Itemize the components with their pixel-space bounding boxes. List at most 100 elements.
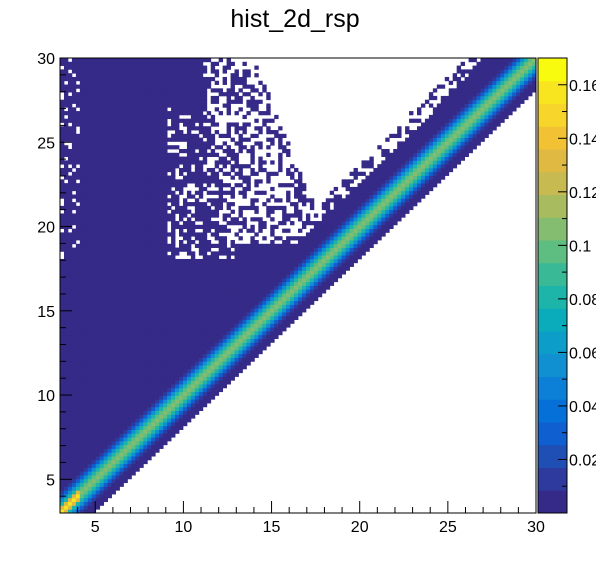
heatmap-cell [250,266,255,271]
heatmap-cell [226,312,231,317]
heatmap-cell [123,425,128,430]
heatmap-cell [111,274,116,279]
heatmap-cell [182,342,188,347]
heatmap-cell [123,228,128,233]
heatmap-cell [91,149,97,154]
heatmap-cell [127,255,132,260]
heatmap-cell [234,308,239,313]
heatmap-cell [175,61,180,66]
heatmap-cell [119,164,124,169]
heatmap-cell [167,58,172,63]
heatmap-cell [91,296,97,302]
heatmap-cell [107,240,112,245]
heatmap-cell [147,209,152,214]
heatmap-cell [63,126,69,131]
heatmap-cell [266,270,271,275]
heatmap-cell [238,236,243,241]
heatmap-cell [127,452,132,457]
heatmap-cell [186,334,192,339]
heatmap-cell [234,130,239,135]
heatmap-cell [79,456,85,461]
heatmap-cell [242,266,247,271]
heatmap-cell [238,338,243,343]
heatmap-cell [258,315,263,321]
heatmap-cell [123,463,128,468]
heatmap-cell [131,425,136,430]
heatmap-cell [107,224,112,230]
heatmap-cell [159,183,164,188]
heatmap-cell [119,274,124,279]
heatmap-cell [242,270,247,275]
heatmap-cell [99,414,105,419]
heatmap-cell [63,349,69,355]
heatmap-cell [171,171,176,176]
heatmap-cell [226,99,231,104]
heatmap-cell [270,270,275,275]
heatmap-cell [266,342,271,347]
heatmap-cell [107,471,112,476]
heatmap-cell [127,88,132,93]
heatmap-cell [246,331,251,336]
heatmap-cell [103,293,108,298]
heatmap-cell [75,65,81,70]
heatmap-cell [91,73,97,78]
heatmap-cell [71,240,77,245]
heatmap-cell [186,243,192,248]
heatmap-cell [234,312,239,317]
heatmap-cell [147,69,152,74]
heatmap-cell [75,372,81,377]
heatmap-cell [286,270,291,275]
heatmap-cell [115,88,120,93]
heatmap-cell [258,342,263,347]
heatmap-cell [139,251,144,256]
heatmap-cell [63,236,69,241]
heatmap-cell [242,323,247,328]
heatmap-cell [198,186,204,192]
heatmap-cell [95,323,101,328]
heatmap-cell [186,160,192,165]
heatmap-cell [67,323,73,328]
heatmap-cell [155,380,160,385]
heatmap-cell [175,406,180,412]
heatmap-cell [127,236,132,241]
heatmap-cell [190,376,196,381]
heatmap-cell [79,471,85,476]
heatmap-cell [163,289,168,294]
heatmap-cell [179,384,184,389]
heatmap-cell [119,167,124,173]
heatmap-cell [107,357,112,362]
heatmap-cell [91,349,97,355]
heatmap-cell [242,353,247,358]
heatmap-cell [210,334,216,339]
heatmap-cell [107,414,112,419]
heatmap-cell [266,137,271,142]
heatmap-cell [274,262,279,267]
heatmap-cell [218,190,224,195]
heatmap-cell [111,247,116,252]
heatmap-cell [226,103,231,108]
heatmap-cell [242,130,247,135]
heatmap-cell [242,312,247,317]
heatmap-cell [103,167,108,173]
heatmap-cell [175,80,180,85]
heatmap-cell [171,315,176,321]
heatmap-cell [91,61,97,66]
heatmap-cell [171,228,176,233]
heatmap-cell [179,224,184,230]
heatmap-cell [179,425,184,430]
heatmap-cell [206,84,212,89]
heatmap-cell [99,471,105,476]
heatmap-cell [91,505,97,510]
heatmap-cell [63,111,69,116]
heatmap-cell [163,258,168,264]
heatmap-cell [123,133,128,139]
heatmap-cell [266,152,271,157]
heatmap-cell [282,262,287,267]
heatmap-cell [71,171,77,176]
heatmap-cell [182,183,188,188]
heatmap-cell [230,308,235,313]
heatmap-cell [155,84,160,89]
heatmap-cell [218,160,224,165]
heatmap-cell [167,255,172,260]
heatmap-cell [103,258,108,264]
